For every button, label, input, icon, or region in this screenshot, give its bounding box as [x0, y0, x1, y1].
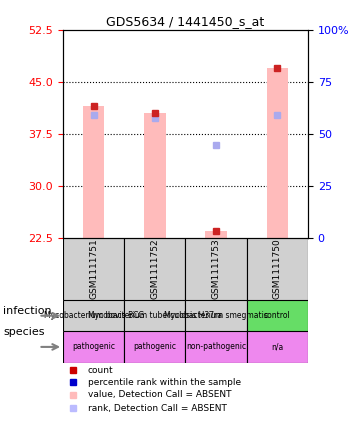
- Text: Mycobacterium bovis BCG: Mycobacterium bovis BCG: [43, 311, 144, 320]
- Text: Mycobacterium smegmatis: Mycobacterium smegmatis: [164, 311, 268, 320]
- FancyBboxPatch shape: [186, 331, 247, 363]
- Text: count: count: [88, 366, 113, 375]
- Text: GSM1111750: GSM1111750: [273, 239, 282, 299]
- Text: control: control: [264, 311, 291, 320]
- Bar: [83, 106, 104, 238]
- Text: non-pathogenic: non-pathogenic: [186, 342, 246, 352]
- FancyBboxPatch shape: [63, 238, 124, 300]
- FancyBboxPatch shape: [124, 331, 186, 363]
- Text: GSM1111751: GSM1111751: [89, 239, 98, 299]
- FancyBboxPatch shape: [124, 238, 186, 300]
- FancyBboxPatch shape: [247, 331, 308, 363]
- Text: value, Detection Call = ABSENT: value, Detection Call = ABSENT: [88, 390, 231, 399]
- FancyBboxPatch shape: [247, 238, 308, 300]
- Text: infection: infection: [4, 306, 52, 316]
- FancyBboxPatch shape: [124, 300, 186, 331]
- Text: GSM1111752: GSM1111752: [150, 239, 159, 299]
- FancyBboxPatch shape: [186, 300, 247, 331]
- Text: GSM1111753: GSM1111753: [212, 239, 220, 299]
- Text: Mycobacterium tuberculosis H37ra: Mycobacterium tuberculosis H37ra: [88, 311, 222, 320]
- Text: species: species: [4, 327, 45, 337]
- Text: pathogenic: pathogenic: [72, 342, 115, 352]
- FancyBboxPatch shape: [63, 331, 124, 363]
- FancyBboxPatch shape: [63, 300, 124, 331]
- Text: pathogenic: pathogenic: [133, 342, 176, 352]
- Text: n/a: n/a: [271, 342, 284, 352]
- FancyBboxPatch shape: [186, 238, 247, 300]
- Bar: [267, 68, 288, 238]
- Bar: [144, 113, 166, 238]
- Text: rank, Detection Call = ABSENT: rank, Detection Call = ABSENT: [88, 404, 226, 413]
- Text: percentile rank within the sample: percentile rank within the sample: [88, 378, 241, 387]
- Title: GDS5634 / 1441450_s_at: GDS5634 / 1441450_s_at: [106, 16, 265, 28]
- FancyBboxPatch shape: [247, 300, 308, 331]
- Bar: [205, 231, 227, 238]
